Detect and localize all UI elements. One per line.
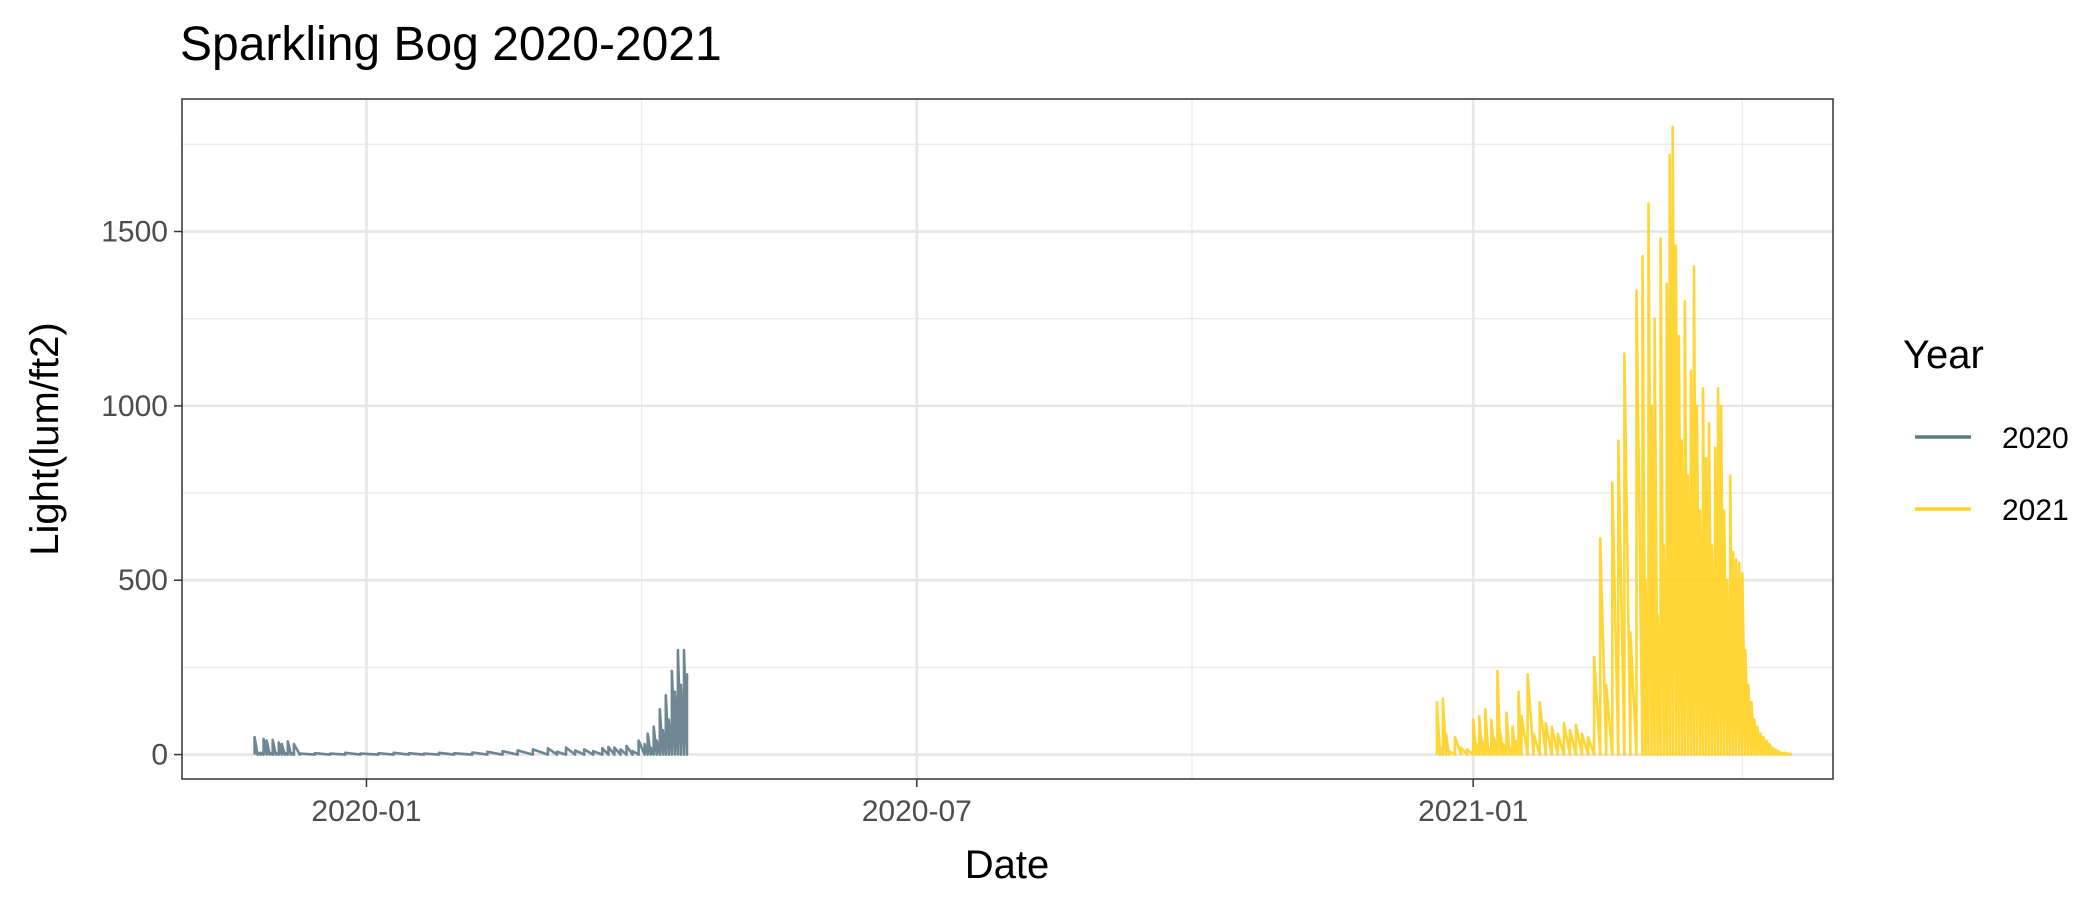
grid-minor: [182, 99, 1833, 779]
x-axis-title: Date: [965, 843, 1050, 887]
legend: Year 2020 2021: [1903, 333, 2069, 527]
y-axis-ticks: 0 500 1000 1500: [101, 216, 182, 772]
y-tick-label: 0: [151, 739, 168, 772]
plot-panel-border: [181, 98, 1834, 780]
x-axis-ticks: 2020-01 2020-07 2021-01: [311, 779, 1528, 828]
series-layer: [253, 125, 1792, 756]
x-tick-label: 2021-01: [1418, 795, 1528, 828]
plot-background: [182, 99, 1833, 779]
x-tick-label: 2020-01: [311, 795, 421, 828]
series-line-2020: [253, 648, 689, 756]
y-tick-label: 1000: [101, 390, 168, 423]
legend-title: Year: [1903, 333, 1984, 377]
grid-major: [182, 99, 1833, 779]
legend-label-2020: 2020: [2002, 422, 2069, 455]
y-tick-label: 500: [118, 564, 168, 597]
legend-label-2021: 2021: [2002, 494, 2069, 527]
x-tick-label: 2020-07: [862, 795, 972, 828]
y-tick-label: 1500: [101, 216, 168, 249]
series-line-2021: [1435, 125, 1792, 756]
chart-title: Sparkling Bog 2020-2021: [180, 18, 722, 71]
y-axis-title: Light(lum/ft2): [23, 322, 67, 555]
